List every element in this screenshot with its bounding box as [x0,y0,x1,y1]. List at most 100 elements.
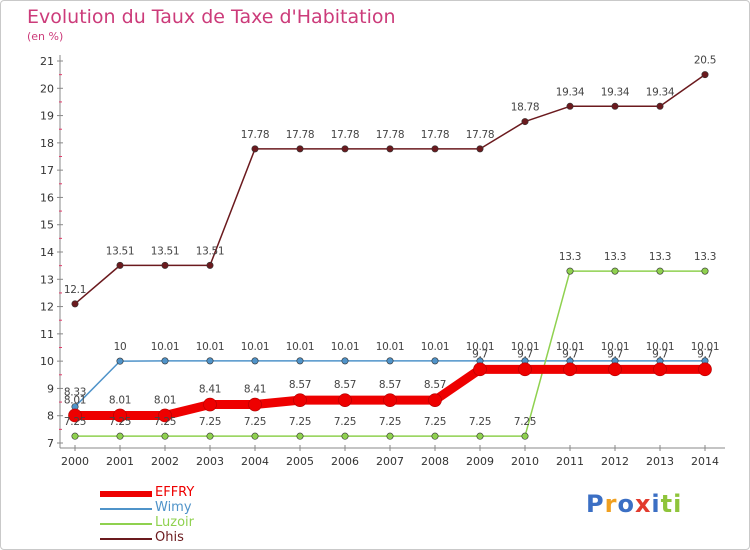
y-tick-label: 18 [40,137,54,150]
data-point-effry [428,393,442,407]
y-tick-label: 15 [40,219,54,232]
data-point-wimy [206,357,214,365]
data-point-wimy [296,357,304,365]
legend-label-wimy: Wimy [155,500,192,515]
data-label-effry: 8.01 [64,394,86,406]
data-label-ohis: 20.5 [694,55,716,67]
data-label-luzoir: 13.3 [559,251,581,263]
x-tick-label: 2008 [421,455,449,468]
data-label-effry: 8.41 [244,384,266,396]
y-tick-label: 20 [40,82,54,95]
data-point-luzoir [431,432,439,440]
logo-letter: P [586,490,605,518]
data-point-ohis [656,102,664,110]
data-point-effry [68,408,82,423]
data-point-luzoir [116,432,124,440]
data-label-ohis: 13.51 [151,245,180,257]
y-tick-label: 10 [40,355,54,368]
data-point-luzoir [521,432,529,440]
data-point-luzoir [251,432,259,440]
data-label-effry: 9.7 [562,348,578,360]
series-line-ohis [74,74,706,305]
logo-letter: r [604,490,618,518]
proxiti-logo: Proxiti [586,490,682,518]
data-point-effry [293,393,307,407]
data-point-ohis [161,261,169,269]
data-label-effry: 8.01 [154,394,176,406]
data-point-effry [608,362,622,377]
data-label-luzoir: 13.3 [649,251,671,263]
legend-swatch-wimy [100,508,152,510]
data-point-effry [518,362,532,377]
legend-swatch-luzoir [100,523,152,525]
x-tick-label: 2006 [331,455,359,468]
data-label-wimy: 10.01 [376,341,405,353]
y-tick-label: 21 [40,55,54,68]
data-label-ohis: 13.51 [106,245,135,257]
logo-letter: o [617,490,635,518]
x-tick-label: 2012 [601,455,629,468]
data-label-ohis: 17.78 [331,129,360,141]
logo-letter: i [651,490,661,518]
data-point-luzoir [476,432,484,440]
data-point-effry [158,408,172,423]
data-label-wimy: 10 [114,341,127,353]
data-label-effry: 8.57 [289,379,311,391]
y-tick-label: 9 [47,382,54,395]
data-point-luzoir [701,267,709,275]
data-label-ohis: 12.1 [64,284,86,296]
data-point-wimy [116,357,124,365]
data-point-effry [563,362,577,377]
data-label-ohis: 17.78 [241,129,270,141]
y-tick-label: 16 [40,191,54,204]
logo-letter: x [634,490,652,518]
y-tick-label: 19 [40,110,54,123]
data-label-luzoir: 7.25 [514,416,536,428]
data-label-luzoir: 7.25 [379,416,401,428]
data-label-luzoir: 7.25 [469,416,491,428]
data-label-wimy: 10.01 [421,341,450,353]
y-tick-label: 12 [40,301,54,314]
legend-label-ohis: Ohis [155,530,184,545]
chart-title: Evolution du Taux de Taxe d'Habitation [27,6,396,28]
data-label-wimy: 10.01 [196,341,225,353]
data-point-effry [248,397,262,412]
data-label-effry: 8.57 [424,379,446,391]
data-label-ohis: 13.51 [196,245,225,257]
data-label-ohis: 17.78 [466,129,495,141]
data-label-wimy: 10.01 [286,341,315,353]
data-point-ohis [71,300,79,308]
data-label-ohis: 18.78 [511,102,540,114]
legend-swatch-effry [100,491,152,497]
data-label-effry: 9.7 [697,348,713,360]
data-label-ohis: 17.78 [286,129,315,141]
data-label-ohis: 19.34 [556,86,585,98]
data-label-luzoir: 7.25 [289,416,311,428]
data-label-wimy: 10.01 [646,341,675,353]
data-point-ohis [386,145,394,153]
data-point-luzoir [71,432,79,440]
x-tick-label: 2007 [376,455,404,468]
x-tick-label: 2004 [241,455,269,468]
y-tick-label: 17 [40,164,54,177]
data-label-wimy: 8.33 [64,387,86,399]
y-tick-label: 11 [40,328,54,341]
data-point-wimy [251,357,259,365]
x-tick-label: 2005 [286,455,314,468]
data-label-luzoir: 7.25 [64,416,86,428]
data-point-wimy [431,357,439,365]
data-point-luzoir [566,267,574,275]
legend-swatch-ohis [100,538,152,540]
data-label-wimy: 10.01 [556,341,585,353]
y-tick-label: 14 [40,246,54,259]
x-tick-label: 2000 [61,455,89,468]
data-label-effry: 8.41 [199,384,221,396]
data-label-effry: 8.57 [379,379,401,391]
data-label-luzoir: 7.25 [334,416,356,428]
data-point-ohis [476,145,484,153]
data-label-ohis: 19.34 [601,86,630,98]
data-point-ohis [521,118,529,126]
x-tick-label: 2014 [691,455,719,468]
data-point-ohis [116,261,124,269]
data-label-ohis: 17.78 [421,129,450,141]
